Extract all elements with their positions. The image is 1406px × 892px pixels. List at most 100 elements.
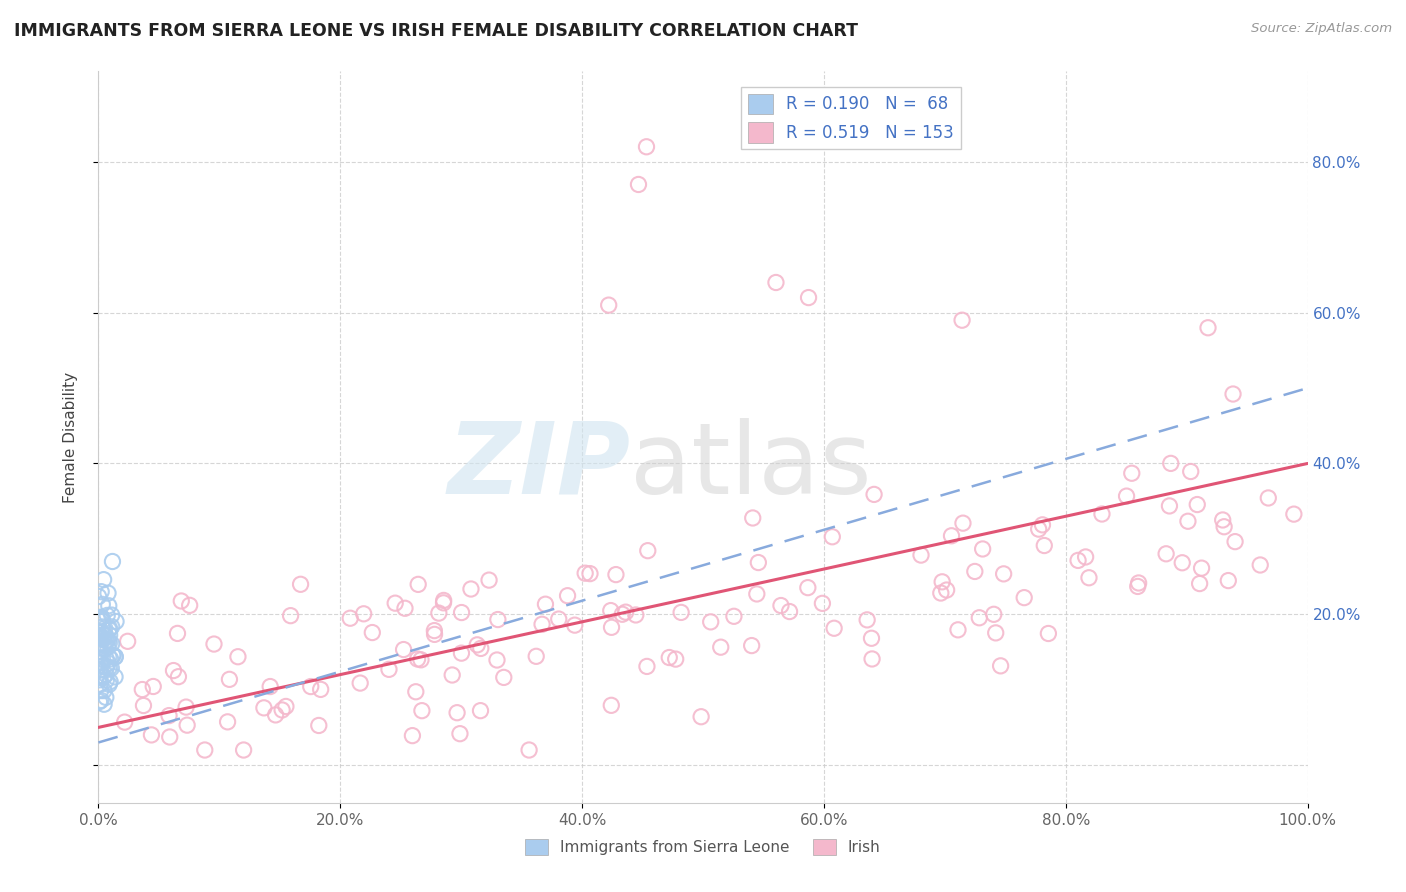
Point: [963, 565, 986, 579]
Point: [627, 178, 650, 192]
Point: [910, 548, 932, 562]
Point: [290, 577, 312, 591]
Point: [1177, 514, 1199, 528]
Point: [564, 618, 586, 632]
Point: [89, 614, 111, 628]
Point: [309, 682, 332, 697]
Point: [105, 615, 128, 629]
Point: [87, 590, 110, 604]
Point: [574, 566, 596, 581]
Point: [90, 624, 112, 639]
Point: [636, 140, 658, 154]
Point: [90, 584, 112, 599]
Point: [1121, 467, 1143, 481]
Point: [91, 598, 114, 612]
Point: [470, 704, 492, 718]
Point: [271, 703, 294, 717]
Point: [665, 652, 688, 666]
Point: [218, 673, 240, 687]
Point: [142, 680, 165, 694]
Point: [98, 622, 121, 636]
Point: [97, 650, 120, 665]
Point: [96, 673, 118, 688]
Point: [1257, 491, 1279, 505]
Point: [465, 638, 488, 652]
Point: [1028, 522, 1050, 536]
Point: [690, 709, 713, 723]
Point: [89, 673, 111, 687]
Legend: Immigrants from Sierra Leone, Irish: Immigrants from Sierra Leone, Irish: [519, 833, 887, 861]
Point: [98, 677, 121, 691]
Point: [406, 652, 429, 666]
Point: [253, 701, 276, 715]
Point: [1197, 320, 1219, 334]
Point: [349, 676, 371, 690]
Point: [941, 529, 963, 543]
Point: [90, 629, 112, 643]
Point: [969, 611, 991, 625]
Point: [423, 624, 446, 638]
Point: [1160, 456, 1182, 470]
Point: [101, 648, 124, 663]
Point: [1187, 498, 1209, 512]
Point: [89, 644, 111, 658]
Point: [1031, 517, 1053, 532]
Point: [98, 628, 121, 642]
Point: [984, 626, 1007, 640]
Point: [90, 610, 112, 624]
Point: [492, 670, 515, 684]
Point: [441, 668, 464, 682]
Point: [411, 704, 433, 718]
Point: [1282, 507, 1305, 521]
Point: [432, 596, 454, 610]
Text: Source: ZipAtlas.com: Source: ZipAtlas.com: [1251, 22, 1392, 36]
Point: [972, 541, 994, 556]
Point: [1191, 561, 1213, 575]
Point: [131, 682, 153, 697]
Point: [983, 607, 1005, 622]
Point: [274, 699, 297, 714]
Point: [90, 656, 112, 670]
Point: [98, 636, 121, 650]
Point: [427, 606, 450, 620]
Point: [950, 313, 973, 327]
Point: [990, 658, 1012, 673]
Point: [232, 743, 254, 757]
Point: [94, 667, 117, 681]
Point: [97, 640, 120, 655]
Text: ZIP: ZIP: [447, 417, 630, 515]
Point: [159, 730, 181, 744]
Point: [797, 291, 820, 305]
Point: [114, 715, 136, 730]
Point: [97, 599, 120, 613]
Point: [353, 607, 375, 621]
Point: [89, 611, 111, 625]
Point: [745, 587, 768, 601]
Point: [531, 617, 554, 632]
Point: [384, 596, 406, 610]
Point: [433, 593, 456, 607]
Point: [299, 680, 322, 694]
Point: [699, 615, 721, 629]
Y-axis label: Female Disability: Female Disability: [63, 371, 77, 503]
Point: [217, 714, 239, 729]
Point: [723, 609, 745, 624]
Point: [624, 607, 647, 622]
Point: [226, 649, 249, 664]
Point: [93, 621, 115, 635]
Point: [264, 707, 287, 722]
Point: [97, 656, 120, 670]
Point: [860, 652, 883, 666]
Point: [993, 566, 1015, 581]
Point: [929, 586, 952, 600]
Point: [89, 695, 111, 709]
Point: [1222, 387, 1244, 401]
Point: [1012, 591, 1035, 605]
Point: [394, 601, 416, 615]
Point: [1171, 556, 1194, 570]
Point: [946, 623, 969, 637]
Point: [174, 700, 197, 714]
Point: [96, 608, 118, 623]
Point: [339, 611, 361, 625]
Point: [409, 653, 432, 667]
